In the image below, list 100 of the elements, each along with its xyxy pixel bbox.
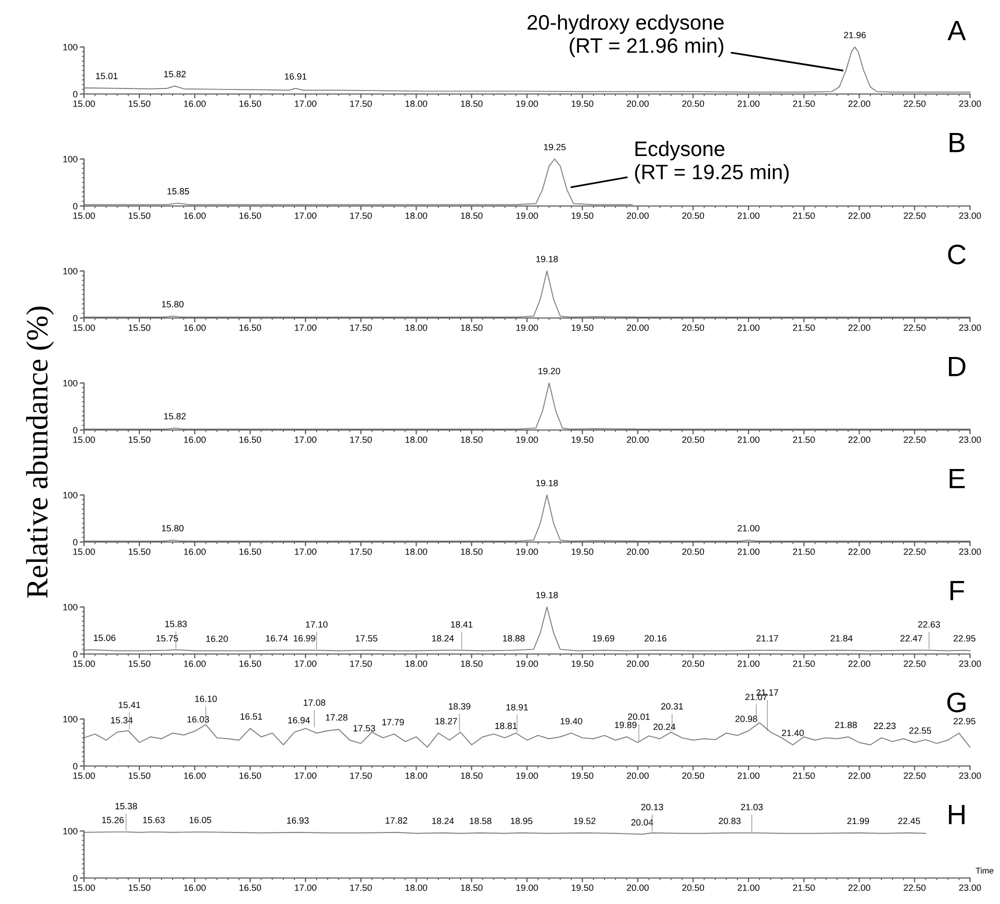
chart-title: A	[948, 20, 966, 40]
annotation: 16.99	[294, 635, 316, 642]
y-axis-title: Relative abundance (%)	[26, 306, 54, 598]
y-tick-label: 0	[73, 202, 78, 210]
x-tick-label: 15.00	[73, 324, 95, 331]
x-tick-label: 18.00	[406, 548, 428, 555]
x-tick-label: 18.00	[406, 212, 428, 219]
x-tick-label: 15.00	[73, 884, 95, 891]
annotation: 21.17	[756, 635, 778, 642]
line-series	[84, 158, 633, 206]
y-tick-label: 100	[63, 156, 78, 162]
annotation: 16.05	[190, 816, 212, 824]
x-tick-label: 19.00	[516, 212, 538, 219]
x-tick-label: 19.00	[516, 436, 538, 443]
y-tick-label: 100	[63, 604, 78, 610]
x-tick-label: 15.00	[73, 548, 95, 555]
annotation: 22.95	[954, 718, 976, 724]
x-tick-label: 15.50	[128, 548, 150, 555]
y-tick-label: 100	[63, 492, 78, 498]
annotation: 18.58	[470, 818, 492, 824]
x-tick-label: 16.00	[184, 548, 206, 555]
chart-title: C	[948, 244, 966, 264]
annotation: 21.99	[847, 818, 870, 824]
x-tick-label: 18.50	[461, 548, 483, 555]
x-tick-label: 16.50	[240, 324, 262, 331]
x-tick-label: 18.00	[406, 436, 428, 443]
x-tick-label: 15.00	[73, 436, 95, 443]
x-tick-label: 20.00	[626, 660, 649, 667]
x-tick-label: 20.50	[682, 436, 704, 443]
x-tick-label: 23.00	[959, 324, 981, 331]
annotation: 21.40	[782, 730, 804, 736]
x-tick-label: 16.00	[184, 884, 206, 891]
x-tick-label: 21.00	[738, 884, 760, 891]
x-tick-label: 20.50	[682, 660, 704, 667]
annotation: 16.94	[288, 717, 310, 724]
x-tick-label: 21.50	[793, 100, 815, 107]
x-tick-label: 20.50	[682, 884, 704, 891]
x-tick-label: 18.50	[461, 884, 483, 891]
x-tick-label: 20.50	[682, 772, 704, 779]
annotation: 16.91	[284, 73, 306, 80]
x-tick-label: 23.00	[959, 884, 981, 891]
x-tick-label: 21.00	[738, 772, 760, 779]
x-tick-label: 22.50	[904, 324, 926, 331]
chart-title: F	[950, 580, 964, 600]
x-tick-label: 19.50	[572, 548, 594, 555]
annotation: 22.95	[954, 635, 976, 642]
annotation: 19.20	[538, 368, 560, 374]
annotation: 17.79	[382, 718, 404, 726]
annotation: 18.27	[436, 718, 457, 724]
x-tick-label: 18.00	[406, 100, 428, 107]
x-tick-label: 16.00	[184, 212, 206, 219]
x-tick-label: 22.50	[904, 884, 926, 891]
x-tick-label: 20.00	[626, 100, 649, 107]
x-tick-label: 21.00	[738, 324, 760, 331]
annotation: 17.08	[304, 699, 326, 706]
annotation: 15.63	[143, 816, 165, 824]
annotation: 19.25	[544, 144, 566, 150]
annotation: 17.28	[326, 714, 348, 721]
annotation: 22.45	[898, 818, 920, 824]
x-tick-label: 18.50	[461, 436, 483, 443]
annotation: 16.10	[195, 696, 217, 702]
annotation: 15.38	[115, 802, 137, 810]
chart-title: G	[947, 692, 966, 712]
chart-title: B	[950, 132, 965, 152]
x-tick-label: 21.00	[738, 436, 760, 443]
annotation: 21.17	[756, 689, 778, 696]
x-tick-label: 18.50	[461, 212, 483, 219]
x-tick-label: 20.00	[626, 212, 649, 219]
x-tick-label: 18.50	[461, 772, 483, 779]
x-tick-label: 15.50	[128, 100, 150, 107]
x-tick-label: 16.00	[184, 772, 206, 779]
annotation: 15.26	[102, 816, 124, 824]
x-tick-label: 16.00	[184, 324, 206, 331]
annotation: 21.88	[835, 722, 857, 728]
y-tick-label: 100	[63, 268, 78, 274]
x-tick-label: 22.50	[904, 212, 926, 219]
x-tick-label: 23.00	[959, 100, 981, 107]
x-tick-label: 21.50	[793, 324, 815, 331]
x-tick-label: 16.50	[240, 772, 262, 779]
x-tick-label: 17.50	[350, 772, 372, 779]
x-tick-label: 19.50	[572, 324, 594, 331]
y-tick-label: 0	[73, 874, 78, 882]
y-tick-label: 0	[73, 426, 78, 434]
annotation: 21.03	[740, 804, 763, 810]
x-tick-label: 19.50	[572, 884, 594, 891]
annotation: 15.01	[96, 72, 118, 80]
annotation: 18.91	[506, 704, 528, 710]
x-tick-label: 21.50	[793, 212, 815, 219]
annotation: 15.34	[111, 717, 133, 724]
x-tick-label: 18.00	[406, 324, 428, 331]
annotation: 16.51	[240, 713, 262, 720]
x-tick-label: 17.50	[350, 212, 372, 219]
annotation: 15.80	[162, 301, 184, 308]
annotation: 15.06	[94, 634, 116, 642]
x-tick-label: 20.50	[682, 212, 704, 219]
annotation: 21.07	[745, 694, 768, 700]
x-tick-label: 20.00	[626, 324, 649, 331]
annotation: 18.24	[432, 818, 454, 824]
annotation: 18.41	[451, 621, 473, 628]
x-tick-label: 21.50	[793, 884, 815, 891]
